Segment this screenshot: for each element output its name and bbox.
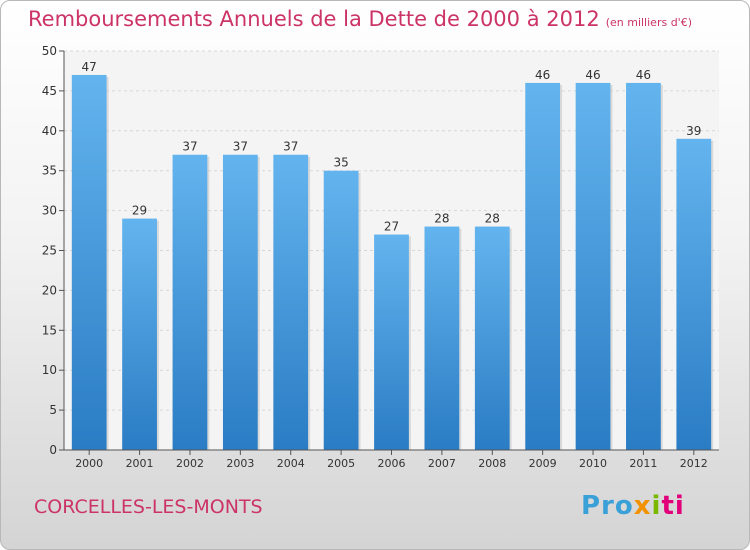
bar-2001 bbox=[122, 218, 157, 450]
y-tick-label: 25 bbox=[42, 244, 57, 258]
x-tick-label: 2010 bbox=[579, 457, 607, 470]
x-tick-label: 2004 bbox=[277, 457, 305, 470]
y-tick-label: 5 bbox=[49, 403, 57, 417]
y-tick-label: 20 bbox=[42, 283, 57, 297]
data-label: 47 bbox=[82, 60, 97, 74]
bar-2002 bbox=[172, 154, 208, 451]
x-tick-label: 2008 bbox=[478, 457, 506, 470]
data-label: 29 bbox=[132, 204, 147, 218]
y-tick-label: 0 bbox=[49, 443, 57, 457]
bar-2009 bbox=[525, 82, 561, 451]
chart-title-text: Remboursements Annuels de la Dette de 20… bbox=[28, 7, 600, 31]
data-label: 39 bbox=[686, 124, 701, 138]
x-tick-label: 2012 bbox=[680, 457, 708, 470]
bar-2000 bbox=[71, 74, 107, 450]
x-tick-label: 2007 bbox=[428, 457, 456, 470]
city-name: CORCELLES-LES-MONTS bbox=[34, 496, 263, 518]
axes: 0 5 10 15 20 25 30 35 40 45 50 2000 2001 2002 2003 2004… bbox=[42, 44, 719, 470]
data-label: 46 bbox=[535, 68, 550, 82]
y-tick-label: 45 bbox=[42, 84, 57, 98]
data-label: 35 bbox=[333, 156, 348, 170]
data-label: 46 bbox=[585, 68, 600, 82]
data-label: 37 bbox=[233, 140, 248, 154]
bar-2003 bbox=[222, 154, 258, 451]
data-label: 28 bbox=[485, 212, 500, 226]
proxiti-logo: Proxiti bbox=[581, 491, 685, 521]
logo-part-3: i bbox=[651, 491, 662, 521]
bar-2004 bbox=[273, 154, 309, 451]
data-label: 37 bbox=[182, 140, 197, 154]
x-tick-label: 2000 bbox=[75, 457, 103, 470]
bar-2006 bbox=[374, 234, 409, 450]
y-tick-label: 35 bbox=[42, 164, 57, 178]
x-tick-label: 2003 bbox=[226, 457, 254, 470]
x-tick-label: 2006 bbox=[378, 457, 406, 470]
chart-title: Remboursements Annuels de la Dette de 20… bbox=[28, 7, 692, 31]
data-label: 46 bbox=[636, 68, 651, 82]
data-label: 37 bbox=[283, 140, 298, 154]
logo-part-2: x bbox=[633, 491, 652, 521]
bar-2010 bbox=[575, 82, 611, 451]
x-tick-label: 2001 bbox=[126, 457, 154, 470]
y-tick-label: 40 bbox=[42, 124, 57, 138]
chart-subtitle: (en milliers d'€) bbox=[605, 16, 692, 29]
bar-2007 bbox=[424, 226, 460, 450]
y-tick-label: 30 bbox=[42, 204, 57, 218]
x-tick-label: 2011 bbox=[629, 457, 657, 470]
y-tick-label: 50 bbox=[42, 44, 57, 58]
x-tick-label: 2005 bbox=[327, 457, 355, 470]
data-label: 27 bbox=[384, 220, 399, 234]
y-tick-label: 15 bbox=[42, 323, 57, 337]
y-tick-label: 10 bbox=[42, 363, 57, 377]
logo-part-4: ti bbox=[661, 491, 685, 521]
bar-2012 bbox=[676, 138, 712, 450]
data-label: 28 bbox=[434, 212, 449, 226]
bar-2005 bbox=[323, 170, 359, 450]
x-tick-label: 2009 bbox=[529, 457, 557, 470]
bar-2008 bbox=[474, 226, 510, 450]
bar-2011 bbox=[626, 82, 661, 451]
bars: 47 29 37 37 37 35 27 28 28 46 46 46 39 bbox=[71, 60, 714, 451]
x-tick-label: 2002 bbox=[176, 457, 204, 470]
logo-part-1: Pro bbox=[581, 491, 634, 521]
